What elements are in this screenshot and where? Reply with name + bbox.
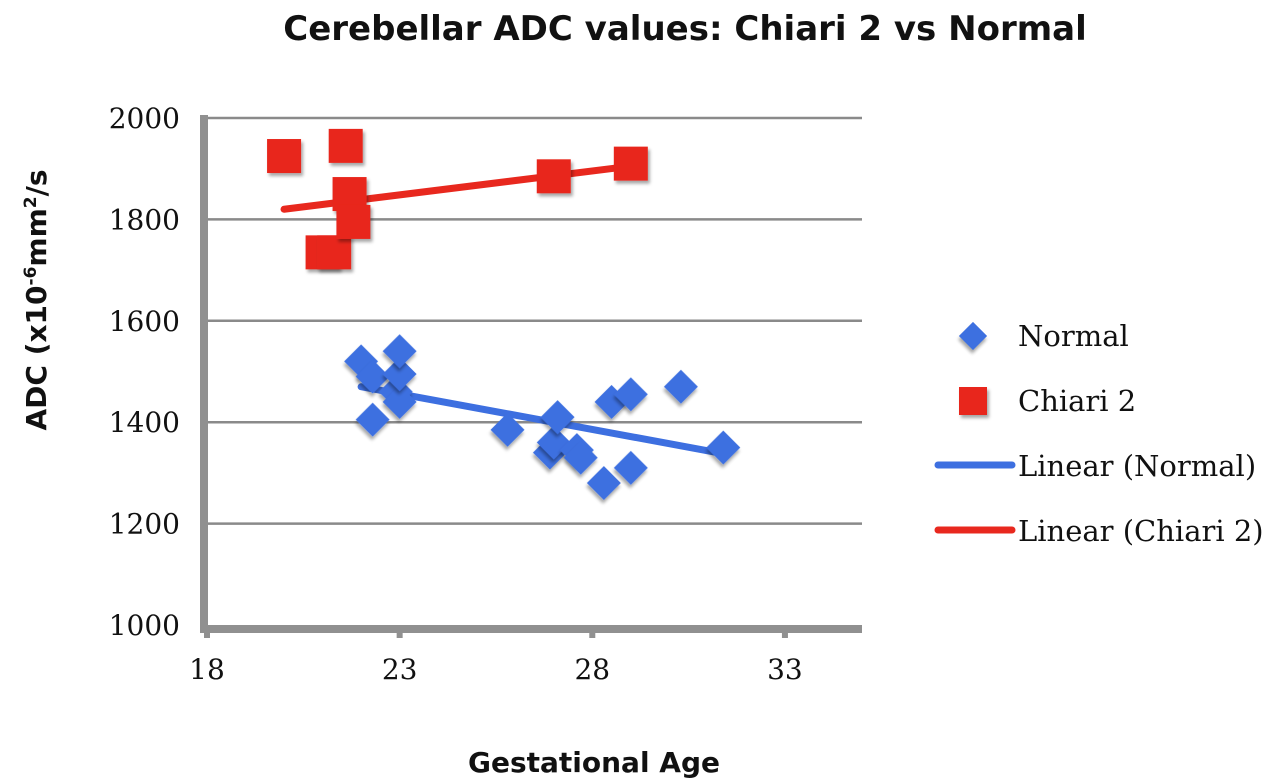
- gridlines: [204, 116, 862, 638]
- point-normal-18: [706, 430, 741, 465]
- legend-linear-normal-label: Linear (Normal): [1018, 449, 1256, 483]
- point-normal-17: [663, 369, 698, 404]
- y-tick-label-1000: 1000: [109, 609, 180, 642]
- y-tick-label-1800: 1800: [109, 203, 180, 236]
- point-normal-4: [382, 384, 417, 419]
- point-chiari-5: [336, 204, 371, 239]
- point-chiari-3: [328, 128, 363, 163]
- y-axis-title-tail: /s: [20, 169, 53, 196]
- legend-item-normal: Normal: [958, 319, 1129, 353]
- y-tick-label-1400: 1400: [109, 406, 180, 439]
- point-normal-15: [613, 377, 648, 412]
- y-tick-labels: 1000 1200 1400 1600 1800 2000: [109, 102, 180, 642]
- legend-item-linear-chiari: Linear (Chiari 2): [934, 514, 1264, 548]
- point-normal-13: [586, 466, 621, 501]
- point-chiari-0: [267, 139, 302, 174]
- legend: Normal Chiari 2 Linear (Normal) Linear (…: [934, 319, 1264, 548]
- x-tick-label-18: 18: [189, 653, 225, 686]
- x-tick-mark-18: [204, 632, 210, 638]
- data-points: [267, 128, 741, 501]
- y-tick-label-2000: 2000: [109, 102, 180, 135]
- x-tick-labels: 18 23 28 33: [189, 653, 803, 686]
- legend-linear-chiari-label: Linear (Chiari 2): [1018, 514, 1264, 548]
- y-axis-title-mid: mm: [20, 208, 53, 266]
- y-axis-title-exp1: -6: [21, 267, 41, 286]
- x-tick-label-28: 28: [574, 653, 610, 686]
- point-normal-12: [563, 440, 598, 475]
- point-normal-10: [540, 400, 575, 435]
- point-normal-1: [355, 359, 390, 394]
- x-tick-label-33: 33: [767, 653, 803, 686]
- legend-chiari-marker: [959, 387, 987, 415]
- y-axis-title-main: ADC (x10: [20, 285, 53, 430]
- y-axis-line: [200, 115, 208, 632]
- chart-title: Cerebellar ADC values: Chiari 2 vs Norma…: [283, 9, 1086, 49]
- legend-item-chiari: Chiari 2: [959, 384, 1136, 418]
- point-chiari-2: [317, 235, 352, 270]
- y-axis-title: ADC (x10-6mm2/s: [20, 169, 53, 430]
- legend-chiari-label: Chiari 2: [1018, 384, 1136, 418]
- x-axis-title: Gestational Age: [468, 746, 720, 779]
- x-tick-mark-28: [589, 632, 596, 638]
- point-chiari-7: [613, 146, 648, 181]
- x-tick-label-23: 23: [382, 653, 418, 686]
- point-normal-6: [382, 334, 417, 369]
- y-tick-label-1600: 1600: [109, 305, 180, 338]
- point-normal-16: [613, 450, 648, 485]
- x-tick-mark-33: [781, 632, 788, 638]
- point-chiari-6: [536, 159, 571, 194]
- x-tick-mark-23: [396, 632, 403, 638]
- legend-normal-label: Normal: [1018, 319, 1129, 353]
- point-normal-5: [382, 357, 417, 392]
- legend-normal-marker: [958, 321, 988, 351]
- legend-item-linear-normal: Linear (Normal): [934, 449, 1256, 483]
- point-normal-2: [355, 402, 390, 437]
- y-tick-label-1200: 1200: [109, 508, 180, 541]
- x-axis-line: [200, 625, 862, 633]
- y-axis-title-exp2: 2: [21, 196, 41, 208]
- point-normal-7: [490, 412, 525, 447]
- trendline-normal: [357, 383, 727, 458]
